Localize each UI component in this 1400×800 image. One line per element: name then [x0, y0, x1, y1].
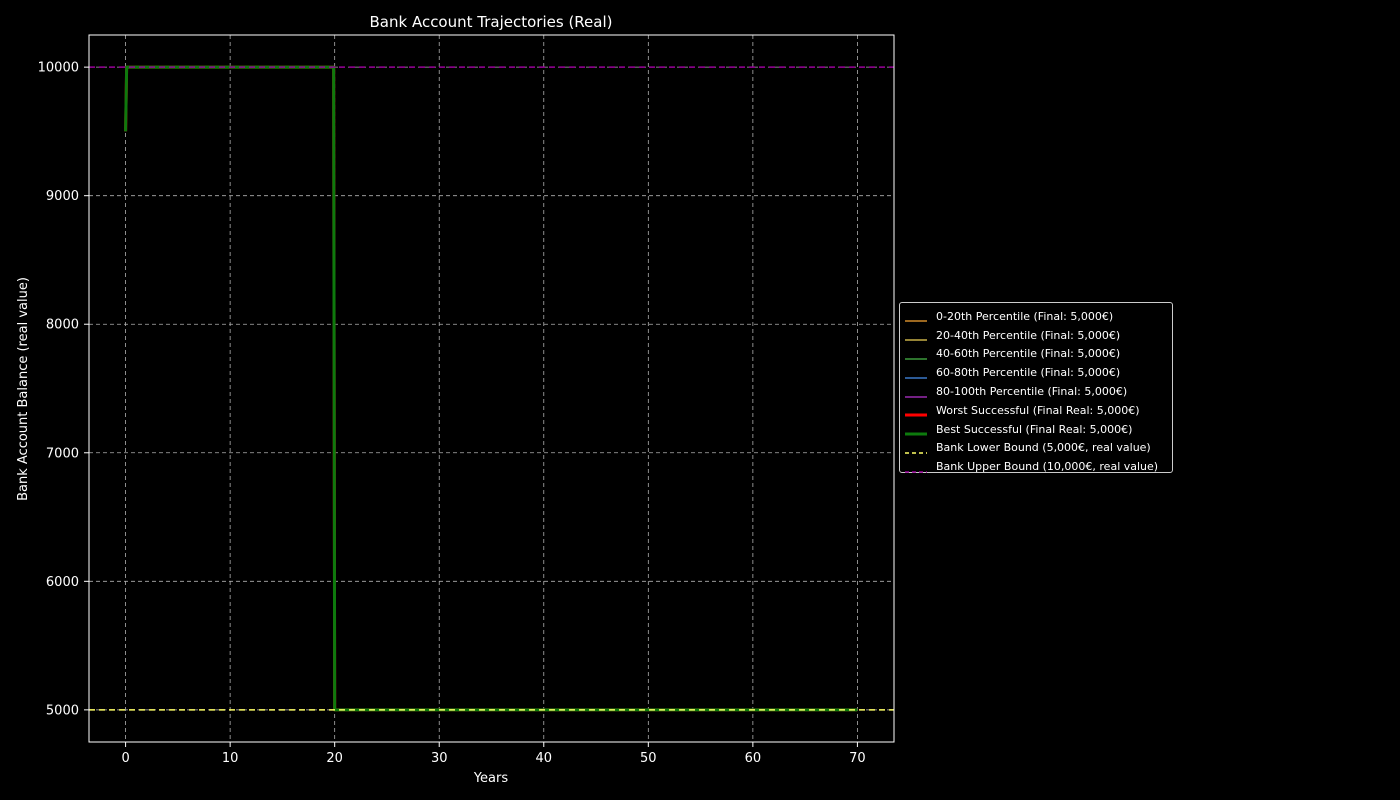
axis-ticks: 0 10 20 30 40 50 60 70 5000 6000 7000 8000 9000 10000 [38, 61, 866, 766]
x-tick-label: 60 [745, 751, 762, 766]
legend-swatch [904, 349, 928, 360]
legend-swatch [904, 405, 928, 417]
legend-label: Bank Upper Bound (10,000€, real value) [936, 460, 1159, 474]
series-line-4 [124, 66, 858, 711]
y-tick-label: 5000 [46, 703, 79, 718]
legend-swatch [904, 330, 928, 341]
legend-label: Bank Lower Bound (5,000€, real value) [936, 441, 1151, 455]
x-tick-label: 30 [431, 751, 448, 766]
legend-item: 0-20th Percentile (Final: 5,000€) [904, 307, 1172, 326]
y-axis-label: Bank Account Balance (real value) [16, 277, 31, 501]
series-line-6 [124, 65, 858, 712]
series-line-5 [124, 66, 858, 711]
x-tick-label: 40 [535, 751, 552, 766]
y-tick-label: 9000 [46, 189, 79, 204]
legend-item: 60-80th Percentile (Final: 5,000€) [904, 363, 1172, 382]
grid [89, 35, 894, 742]
x-tick-label: 10 [222, 751, 239, 766]
legend-swatch [904, 368, 928, 379]
series-group [89, 65, 894, 712]
y-tick-label: 10000 [38, 61, 79, 76]
x-tick-label: 0 [121, 751, 129, 766]
legend-swatch [904, 387, 928, 398]
legend-label: 0-20th Percentile (Final: 5,000€) [936, 309, 1114, 323]
legend-item: 80-100th Percentile (Final: 5,000€) [904, 382, 1172, 401]
x-axis-label: Years [473, 771, 509, 786]
legend-label: 60-80th Percentile (Final: 5,000€) [936, 366, 1121, 380]
legend-item: Best Successful (Final Real: 5,000€) [904, 420, 1172, 439]
series-line-1 [124, 66, 858, 711]
legend-swatch [904, 462, 928, 473]
legend: 0-20th Percentile (Final: 5,000€) 20-40th… [899, 302, 1173, 473]
legend-item: Bank Upper Bound (10,000€, real value) [904, 457, 1172, 476]
legend-item: 20-40th Percentile (Final: 5,000€) [904, 326, 1172, 345]
legend-item: 40-60th Percentile (Final: 5,000€) [904, 345, 1172, 364]
legend-swatch [904, 443, 928, 454]
series-line-3 [124, 66, 858, 711]
legend-label: Worst Successful (Final Real: 5,000€) [936, 403, 1140, 417]
legend-item: Bank Lower Bound (5,000€, real value) [904, 439, 1172, 458]
y-tick-label: 6000 [46, 575, 79, 590]
x-tick-label: 50 [640, 751, 657, 766]
plot-frame [88, 34, 895, 743]
series-line-2 [124, 66, 858, 711]
series-line-7 [124, 65, 858, 712]
legend-label: 80-100th Percentile (Final: 5,000€) [936, 385, 1128, 399]
legend-swatch [904, 311, 928, 323]
y-tick-label: 8000 [46, 318, 79, 333]
x-tick-label: 70 [849, 751, 866, 766]
chart-title: Bank Account Trajectories (Real) [370, 13, 613, 31]
legend-label: Best Successful (Final Real: 5,000€) [936, 422, 1133, 436]
legend-item: Worst Successful (Final Real: 5,000€) [904, 401, 1172, 420]
legend-swatch [904, 424, 928, 436]
x-tick-label: 20 [326, 751, 343, 766]
y-tick-label: 7000 [46, 446, 79, 461]
legend-label: 40-60th Percentile (Final: 5,000€) [936, 347, 1121, 361]
legend-label: 20-40th Percentile (Final: 5,000€) [936, 328, 1121, 342]
